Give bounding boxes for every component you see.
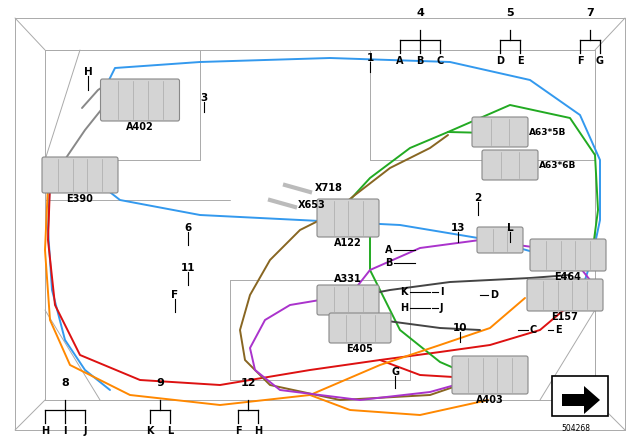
Text: I: I [440,287,444,297]
Text: K: K [401,287,408,297]
Text: 12: 12 [240,378,256,388]
Text: 2: 2 [474,193,482,203]
Text: 11: 11 [180,263,195,273]
Text: E390: E390 [67,194,93,204]
Text: X653: X653 [298,200,326,210]
Text: A402: A402 [126,122,154,132]
Text: A: A [396,56,404,66]
FancyBboxPatch shape [329,313,391,343]
Text: L: L [167,426,173,436]
Text: H: H [254,426,262,436]
FancyBboxPatch shape [527,279,603,311]
Text: G: G [596,56,604,66]
Text: F: F [235,426,241,436]
FancyBboxPatch shape [472,117,528,147]
Text: E464: E464 [555,272,581,282]
Text: E: E [516,56,524,66]
Text: 4: 4 [416,8,424,18]
Text: K: K [147,426,154,436]
FancyBboxPatch shape [42,157,118,193]
Bar [552,376,608,416]
Text: A: A [385,245,392,255]
Text: A63*5B: A63*5B [529,128,566,137]
FancyBboxPatch shape [100,79,179,121]
Text: A331: A331 [334,274,362,284]
Text: B: B [385,258,392,268]
Text: 3: 3 [200,93,207,103]
Text: A63*6B: A63*6B [539,160,577,169]
Text: E: E [555,325,562,335]
FancyBboxPatch shape [477,227,523,253]
Text: 7: 7 [586,8,594,18]
Text: 6: 6 [184,223,191,233]
Text: E405: E405 [347,344,373,354]
Polygon shape [562,386,600,414]
Text: J: J [83,426,87,436]
Text: H: H [400,303,408,313]
Text: 9: 9 [156,378,164,388]
Text: D: D [490,290,498,300]
Text: 504268: 504268 [561,424,591,433]
Text: F: F [577,56,583,66]
Text: C: C [530,325,537,335]
Text: H: H [41,426,49,436]
Text: J: J [440,303,444,313]
Text: E157: E157 [552,312,579,322]
Text: X718: X718 [315,183,343,193]
FancyBboxPatch shape [530,239,606,271]
FancyBboxPatch shape [482,150,538,180]
Text: D: D [496,56,504,66]
Text: 10: 10 [452,323,467,333]
Text: L: L [507,223,513,233]
Text: 8: 8 [61,378,69,388]
Text: B: B [416,56,424,66]
Text: 5: 5 [506,8,514,18]
Text: 1: 1 [366,53,374,63]
Text: I: I [63,426,67,436]
FancyBboxPatch shape [452,356,528,394]
Text: F: F [172,290,179,300]
Text: A403: A403 [476,395,504,405]
Text: C: C [436,56,444,66]
FancyBboxPatch shape [317,285,379,315]
Text: G: G [391,367,399,377]
Text: H: H [84,67,92,77]
Text: A122: A122 [334,238,362,248]
Text: 13: 13 [451,223,465,233]
FancyBboxPatch shape [317,199,379,237]
